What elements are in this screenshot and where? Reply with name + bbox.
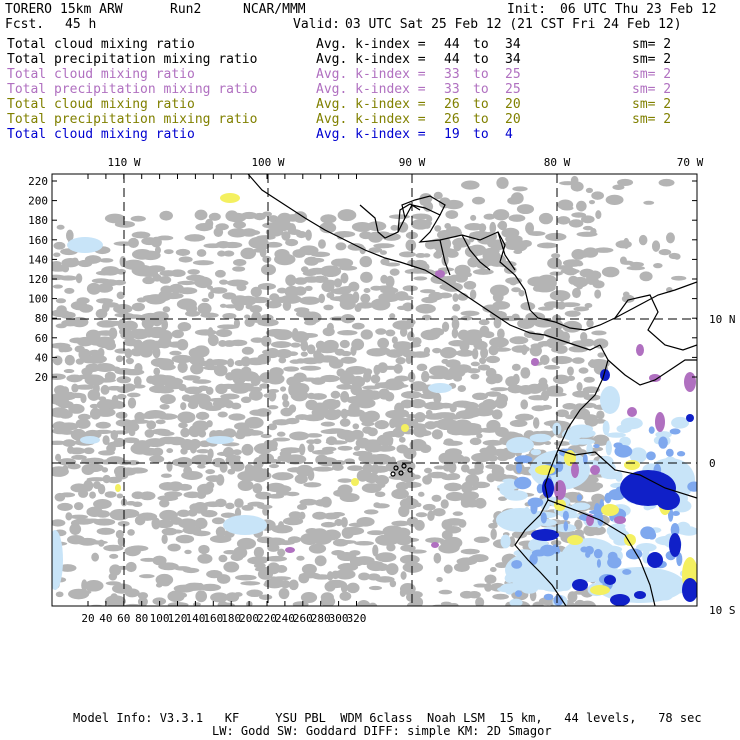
left-tick-label: 60 [35,332,48,345]
legend-sm: sm= 2 [632,97,672,112]
init-value: 06 UTC Thu 23 Feb 12 [560,2,717,17]
bottom-tick-label: 120 [168,612,188,625]
footer-model-info: Model Info: V3.3.1 KF YSU PBL WDM 6class… [73,711,702,725]
legend-k-hi: 33 [444,82,460,97]
model-run: Run2 [170,2,202,17]
lat-label: 10 N [709,313,736,326]
legend-k-lo: 25 [505,67,521,82]
legend-k-hi: 19 [444,127,460,142]
lat-label: 0 [709,457,716,470]
bottom-tick-label: 280 [311,612,331,625]
legend-kindex: Avg. k-index = [316,112,426,127]
model-resolution: 15km ARW [60,2,123,17]
heavy-precip [531,369,697,606]
legend-kindex: Avg. k-index = [316,127,426,142]
bottom-tick-label: 80 [135,612,148,625]
legend-k-hi: 44 [444,37,460,52]
coastlines [247,174,697,606]
plot-area [52,174,697,606]
map-frame [51,173,698,607]
left-tick-label: 40 [35,351,48,364]
bottom-tick-label: 260 [293,612,313,625]
bottom-tick-label: 40 [99,612,112,625]
legend-field: Total precipitation mixing ratio [7,82,258,97]
legend-field: Total cloud mixing ratio [7,67,195,82]
legend-field: Total cloud mixing ratio [7,97,195,112]
legend-k-lo: 20 [505,112,521,127]
organization: NCAR/MMM [243,2,306,17]
legend-k-hi: 33 [444,67,460,82]
lon-label: 110 W [107,156,140,169]
bottom-tick-label: 320 [347,612,367,625]
lon-label: 80 W [544,156,571,169]
legend-sm: sm= 2 [632,82,672,97]
legend-to: to [473,37,489,52]
bottom-tick-label: 140 [185,612,205,625]
left-tick-label: 20 [35,371,48,384]
legend-to: to [473,67,489,82]
legend-field: Total precipitation mixing ratio [7,112,258,127]
legend-k-hi: 26 [444,97,460,112]
left-tick-label: 200 [28,195,48,208]
fcst-value: 45 h [65,17,97,32]
legend-kindex: Avg. k-index = [316,67,426,82]
lon-label: 90 W [399,156,426,169]
legend-field: Total precipitation mixing ratio [7,52,258,67]
bottom-axis: 20 40 60 80 10012014016018020022024026028030… [81,174,366,625]
legend-sm: sm= 2 [632,112,672,127]
legend-to: to [473,97,489,112]
top-lon-labels: 110 W 100 W 90 W 80 W 70 W [107,156,703,169]
legend-sm: sm= 2 [632,37,672,52]
init-label: Init: [507,2,547,17]
legend-kindex: Avg. k-index = [316,37,426,52]
fcst-label: Fcst. [5,17,45,32]
legend-to: to [473,112,489,127]
left-tick-label: 140 [28,253,48,266]
bottom-tick-label: 240 [275,612,295,625]
valid-label: Valid: [293,17,340,32]
bottom-tick-label: 60 [117,612,130,625]
legend-field: Total cloud mixing ratio [7,37,195,52]
legend-k-lo: 34 [505,52,521,67]
bottom-tick-label: 300 [329,612,349,625]
right-lat-labels: 10 N 0 10 S [709,313,736,617]
left-tick-label: 80 [35,312,48,325]
legend-k-lo: 20 [505,97,521,112]
legend-sm: sm= 2 [632,67,672,82]
legend-field: Total cloud mixing ratio [7,127,195,142]
bottom-tick-label: 20 [81,612,94,625]
left-tick-label: 120 [28,273,48,286]
left-tick-label: 220 [28,175,48,188]
left-tick-label: 100 [28,293,48,306]
lat-label: 10 S [709,604,736,617]
legend-sm: sm= 2 [632,52,672,67]
legend-k-lo: 4 [505,127,513,142]
legend-kindex: Avg. k-index = [316,82,426,97]
bottom-tick-label: 180 [221,612,241,625]
legend-kindex: Avg. k-index = [316,97,426,112]
bottom-tick-label: 100 [150,612,170,625]
legend-k-lo: 34 [505,37,521,52]
model-name: TORERO [5,2,52,17]
valid-value: 03 UTC Sat 25 Feb 12 (21 CST Fri 24 Feb … [345,17,682,32]
legend-kindex: Avg. k-index = [316,52,426,67]
legend-k-hi: 44 [444,52,460,67]
legend-to: to [473,52,489,67]
bottom-tick-label: 200 [239,612,259,625]
legend-k-lo: 25 [505,82,521,97]
left-tick-label: 180 [28,214,48,227]
lat-lon-grid [52,174,697,606]
left-axis: 220 200 180 160 140 120 100 80 60 40 20 [28,175,697,384]
footer-physics-info: LW: Godd SW: Goddard DIFF: simple KM: 2D… [212,724,552,738]
legend-to: to [473,82,489,97]
cloud-field [52,175,687,606]
left-tick-label: 160 [28,234,48,247]
bottom-tick-label: 160 [203,612,223,625]
lon-label: 70 W [677,156,704,169]
legend-to: to [473,127,489,142]
legend-k-hi: 26 [444,112,460,127]
lon-label: 100 W [251,156,284,169]
bottom-tick-label: 220 [257,612,277,625]
